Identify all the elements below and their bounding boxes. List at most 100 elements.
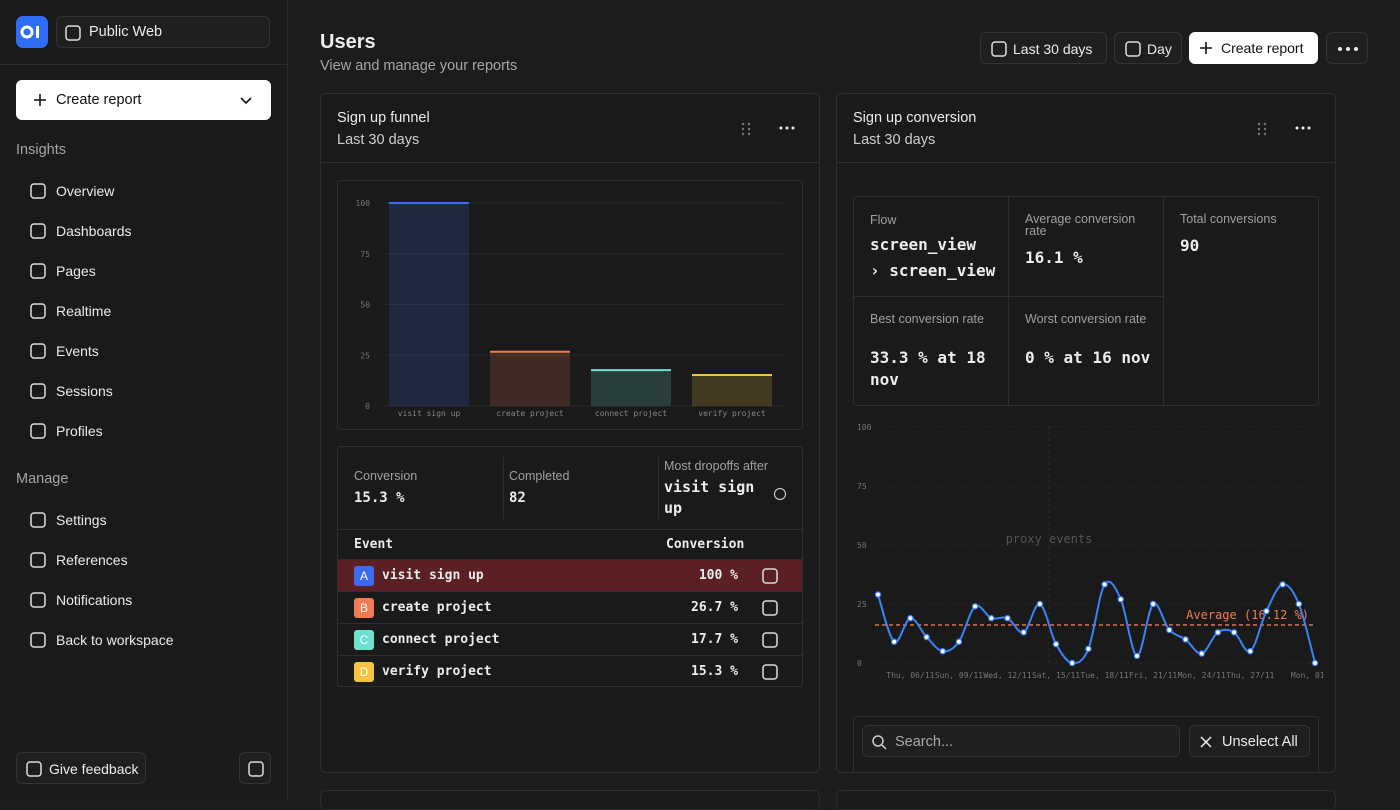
nav-item[interactable]: Events xyxy=(56,343,99,359)
logo-mark xyxy=(20,25,39,39)
stat-label: Flow xyxy=(870,213,897,227)
stat-label: Most dropoffs after xyxy=(664,459,768,473)
y-tick-label: 75 xyxy=(857,482,867,491)
nav-item[interactable]: Sessions xyxy=(56,383,113,399)
dot xyxy=(1257,127,1261,131)
search-icon xyxy=(872,735,887,750)
plus xyxy=(34,94,46,106)
drag-handle xyxy=(1257,122,1267,136)
x-tick-label: Mon, 24/11 xyxy=(1178,671,1226,680)
point xyxy=(1020,629,1027,636)
chart-box: 0 25 50 75 100 visit sign up create project con… xyxy=(337,180,803,430)
icon xyxy=(762,664,778,680)
series-line xyxy=(877,580,1316,665)
nav-item[interactable]: Dashboards xyxy=(56,223,132,239)
event-name: create project xyxy=(382,600,492,615)
logo-o xyxy=(20,25,34,39)
divider xyxy=(503,457,504,519)
feedback-button[interactable]: Give feedback xyxy=(16,752,146,784)
dot xyxy=(1257,132,1261,136)
icon xyxy=(30,303,46,319)
point xyxy=(1182,636,1189,643)
point xyxy=(971,603,979,610)
dot xyxy=(785,126,789,130)
point xyxy=(890,638,898,646)
table-header: Conversion xyxy=(666,537,745,552)
create-report-label: Create report xyxy=(1221,40,1304,56)
nav-item[interactable]: Settings xyxy=(56,512,107,528)
x-tick-label: connect project xyxy=(595,409,667,418)
lens xyxy=(872,735,884,747)
dot xyxy=(1263,122,1267,126)
stat-label: Worst conversion rate xyxy=(1025,312,1147,326)
funnel-stats: Conversion 15.3 % Completed 82 Most dropoffs… xyxy=(337,446,804,687)
nav-item[interactable]: Overview xyxy=(56,183,115,199)
nav-item[interactable]: Notifications xyxy=(56,592,133,608)
section-title: Insights xyxy=(16,142,66,158)
nav-item[interactable]: Profiles xyxy=(56,423,103,439)
y-tick-label: 50 xyxy=(857,541,867,550)
dot xyxy=(1346,47,1350,51)
range-button[interactable]: Last 30 days xyxy=(980,32,1107,64)
x-tick-label: verify project xyxy=(698,409,766,418)
icon xyxy=(30,512,46,528)
x-tick-label: create project xyxy=(496,409,564,418)
create-report-button[interactable]: Create report xyxy=(16,80,271,120)
event-conversion: 100 % xyxy=(698,568,738,583)
unselect-button[interactable]: Unselect All xyxy=(1189,725,1310,757)
x-tick-label: Thu, 06/11 xyxy=(886,671,934,680)
workspace-name: Public Web xyxy=(89,24,163,40)
series-name: proxy events xyxy=(1006,532,1093,546)
icon xyxy=(30,263,46,279)
point xyxy=(1198,650,1205,657)
stat-value: 82 xyxy=(509,490,526,506)
x xyxy=(1200,736,1212,748)
dot xyxy=(1257,122,1261,126)
dot xyxy=(741,132,745,136)
x-icon xyxy=(1200,736,1212,748)
workspace-select[interactable]: Public Web xyxy=(56,16,270,48)
icon-shape xyxy=(991,41,1007,57)
point xyxy=(1247,647,1254,655)
icon xyxy=(30,552,46,568)
section-title: Manage xyxy=(16,471,69,487)
dot xyxy=(747,132,751,136)
event-badge: B xyxy=(354,598,374,618)
event-badge: A xyxy=(354,566,374,586)
flow-to: › screen_view xyxy=(870,261,996,280)
create-report-button[interactable]: Create report xyxy=(1189,32,1318,64)
event-name: connect project xyxy=(382,632,500,647)
point xyxy=(923,633,930,641)
nav-item[interactable]: Realtime xyxy=(56,303,112,319)
point xyxy=(1263,607,1270,615)
sidebar: Public Web Create report Insights Overview D… xyxy=(0,0,288,800)
point xyxy=(1214,629,1222,636)
stat-value: 33.3 % at 18 nov xyxy=(870,348,986,389)
search-input[interactable]: Search... xyxy=(862,725,1180,757)
divider xyxy=(1163,197,1164,405)
icon-shape xyxy=(30,183,46,199)
icon-shape xyxy=(762,568,778,584)
event-name: visit sign up xyxy=(382,568,484,583)
interval-button[interactable]: Day xyxy=(1114,32,1182,64)
point xyxy=(939,647,946,655)
icon-shape xyxy=(762,600,778,616)
event-conversion: 15.3 % xyxy=(691,664,738,679)
nav-item[interactable]: Back to workspace xyxy=(56,632,174,648)
y-tick-label: 25 xyxy=(857,600,867,609)
plus-icon xyxy=(34,94,46,106)
icon-shape xyxy=(65,25,81,41)
icon-shape xyxy=(26,761,42,777)
nav-item[interactable]: References xyxy=(56,552,128,568)
user-button[interactable] xyxy=(239,752,271,784)
more-button[interactable] xyxy=(1326,32,1368,64)
dot xyxy=(779,126,783,130)
icon xyxy=(30,183,46,199)
nav-item[interactable]: Pages xyxy=(56,263,96,279)
range-label: Last 30 days xyxy=(1013,41,1093,57)
x-tick-label: Mon, 01/12 xyxy=(1291,671,1323,680)
